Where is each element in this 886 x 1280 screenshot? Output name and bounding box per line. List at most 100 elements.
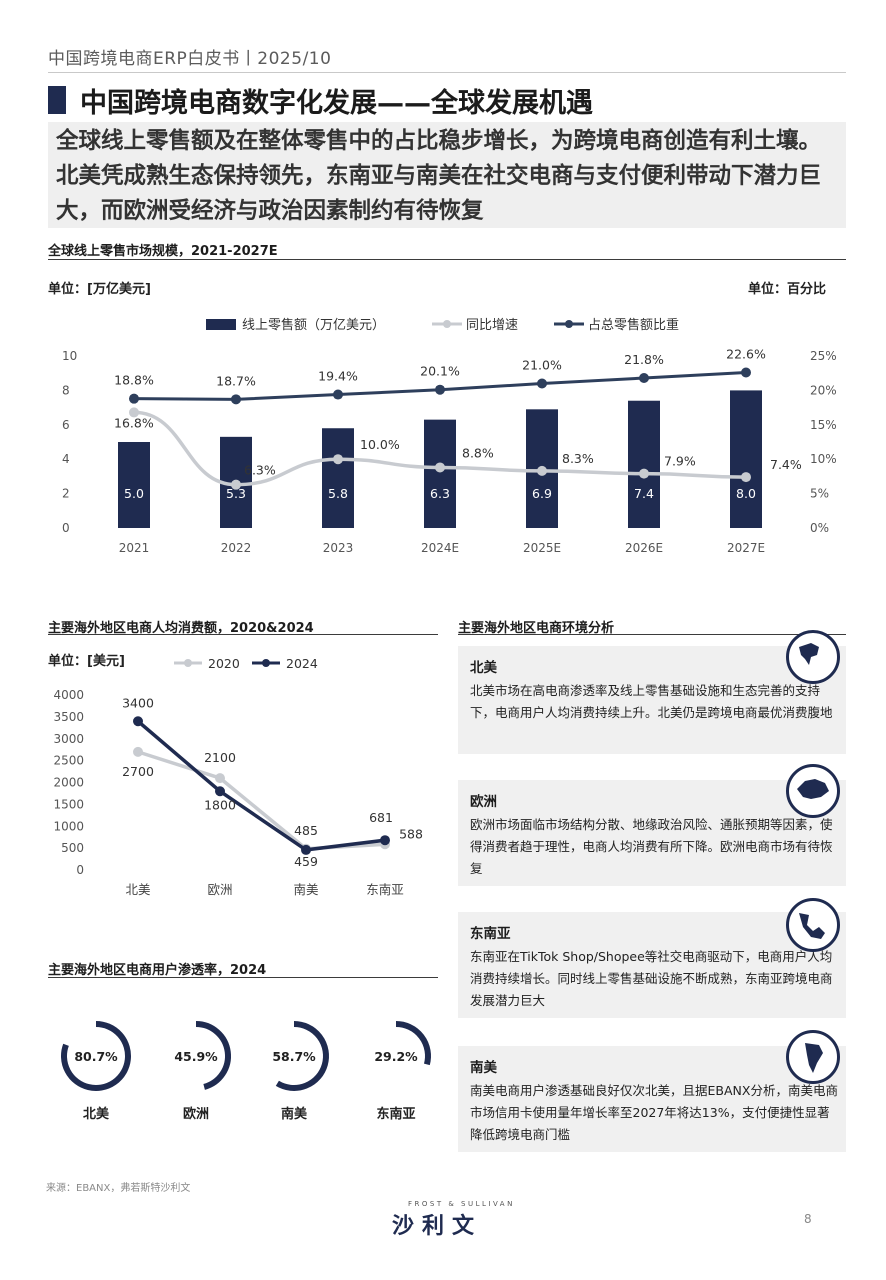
point-share xyxy=(231,394,241,405)
section-title: 中国跨境电商数字化发展——全球发展机遇 xyxy=(80,88,593,119)
point-share xyxy=(741,367,751,378)
bar-value-label: 5.0 xyxy=(124,486,144,501)
point-2024 xyxy=(380,835,390,846)
y-tick: 1000 xyxy=(53,819,84,833)
chart2-legend: 2020 2024 xyxy=(174,656,318,671)
frost-sullivan-logo: 沙利文 xyxy=(392,1214,483,1239)
bar-value-label: 6.9 xyxy=(532,486,552,501)
region-description: 北美市场在高电商渗透率及线上零售基础设施和生态完善的支持下，电商用户人均消费持续… xyxy=(470,683,833,720)
x-tick: 2022 xyxy=(221,541,252,555)
growth-label: 6.3% xyxy=(244,463,276,478)
y-right-tick: 15% xyxy=(810,418,837,432)
bar-retail xyxy=(424,419,456,528)
south-america-globe-icon xyxy=(786,1030,840,1084)
ring-value: 29.2% xyxy=(374,1049,418,1064)
point-2024 xyxy=(301,844,311,855)
y-right-tick: 0% xyxy=(810,521,829,535)
region-card-europe: 欧洲 欧洲市场面临市场结构分散、地缘政治风险、通胀预期等因素，使得消费者趋于理性… xyxy=(458,780,846,886)
report-header: 中国跨境电商ERP白皮书丨2025/10 xyxy=(48,49,332,69)
point-growth xyxy=(639,468,649,479)
region-name: 东南亚 xyxy=(470,926,511,942)
chart1-unit-right: 单位：百分比 xyxy=(748,282,827,297)
penetration-rings: 80.7% 北美 45.9% 欧洲 58.7% 南美 29.2% 东南亚 xyxy=(61,1021,431,1122)
point-share xyxy=(333,389,343,400)
legend-label: 线上零售额（万亿美元） xyxy=(242,317,385,333)
y-left-tick: 6 xyxy=(62,418,70,432)
x-tick: 欧洲 xyxy=(207,882,232,897)
section-accent-bar xyxy=(48,86,66,114)
online-retail-chart: 线上零售额（万亿美元） 同比增速 占总零售额比重 0 2 4 6 8 10 0% 5% 10% 15%… xyxy=(62,317,837,555)
point-growth xyxy=(435,462,445,473)
chart1-legend: 线上零售额（万亿美元） 同比增速 占总零售额比重 xyxy=(206,317,679,333)
ring-region: 北美 xyxy=(83,1106,110,1122)
point-growth xyxy=(129,407,139,418)
label-2020: 2700 xyxy=(122,764,154,779)
chart2-unit: 单位：[美元] xyxy=(48,654,125,669)
share-label: 18.8% xyxy=(114,373,154,388)
y-right-tick: 25% xyxy=(810,349,837,363)
growth-label: 10.0% xyxy=(360,437,400,452)
y-tick: 3000 xyxy=(53,732,84,746)
y-tick: 1500 xyxy=(53,797,84,811)
point-2020 xyxy=(215,773,225,784)
y-left-tick: 10 xyxy=(62,349,77,363)
chart2-rule xyxy=(48,634,438,635)
bar-retail xyxy=(730,390,762,528)
y-left-tick: 0 xyxy=(62,521,70,535)
growth-label: 8.8% xyxy=(462,445,494,460)
y-left-tick: 8 xyxy=(62,383,70,397)
analysis-rule xyxy=(458,634,846,635)
summary-box xyxy=(48,122,846,228)
region-name: 欧洲 xyxy=(470,794,497,810)
label-2024: 459 xyxy=(294,854,318,869)
x-tick: 2026E xyxy=(625,541,663,555)
point-2020 xyxy=(133,746,143,757)
analysis-subtitle: 主要海外地区电商环境分析 xyxy=(458,621,615,636)
share-label: 18.7% xyxy=(216,373,256,388)
x-tick: 北美 xyxy=(125,882,150,897)
ring-arc xyxy=(61,1021,131,1091)
y-left-tick: 4 xyxy=(62,452,70,466)
bar-value-label: 8.0 xyxy=(736,486,756,501)
region-name: 南美 xyxy=(470,1060,497,1076)
y-tick: 2500 xyxy=(53,754,84,768)
growth-label: 16.8% xyxy=(114,415,154,430)
bar-value-label: 5.3 xyxy=(226,486,246,501)
ring-region: 南美 xyxy=(281,1106,308,1122)
x-tick: 南美 xyxy=(293,882,318,897)
ring-value: 58.7% xyxy=(272,1049,316,1064)
share-label: 21.8% xyxy=(624,352,664,367)
region-card-southeast-asia: 东南亚 东南亚在TikTok Shop/Shopee等社交电商驱动下，电商用户人… xyxy=(458,912,846,1018)
y-tick: 0 xyxy=(76,863,84,877)
bar-value-label: 7.4 xyxy=(634,486,654,501)
y-tick: 2000 xyxy=(53,776,84,790)
summary-text: 全球线上零售额及在整体零售中的占比稳步增长，为跨境电商创造有利土壤。北美凭成熟生… xyxy=(56,128,822,224)
region-description: 南美电商用户渗透基础良好仅次北美，且据EBANX分析，南美电商市场信用卡使用量年… xyxy=(470,1083,838,1142)
point-growth xyxy=(333,454,343,465)
bar-value-label: 6.3 xyxy=(430,486,450,501)
north-america-globe-icon xyxy=(786,630,840,684)
point-2024 xyxy=(215,786,225,797)
bar-retail xyxy=(322,428,354,528)
label-2020: 2100 xyxy=(204,750,236,765)
logo-caption: FROST & SULLIVAN xyxy=(408,1200,515,1208)
label-2024: 681 xyxy=(369,810,393,825)
share-label: 20.1% xyxy=(420,364,460,379)
bar-value-label: 5.8 xyxy=(328,486,348,501)
chart3-rule xyxy=(48,977,438,978)
region-card-south-america: 南美 南美电商用户渗透基础良好仅次北美，且据EBANX分析，南美电商市场信用卡使… xyxy=(458,1046,846,1152)
y-right-tick: 5% xyxy=(810,487,829,501)
ring-region: 东南亚 xyxy=(376,1106,415,1122)
chart3-subtitle: 主要海外地区电商用户渗透率，2024 xyxy=(48,963,267,978)
region-description: 东南亚在TikTok Shop/Shopee等社交电商驱动下，电商用户人均消费持… xyxy=(470,949,833,1008)
x-tick: 2025E xyxy=(523,541,561,555)
ring-region: 欧洲 xyxy=(183,1106,209,1122)
point-growth xyxy=(231,479,241,490)
y-right-tick: 20% xyxy=(810,383,837,397)
chart1-subtitle: 全球线上零售市场规模，2021-2027E xyxy=(48,244,278,259)
label-2024: 3400 xyxy=(122,695,154,710)
chart2-subtitle: 主要海外地区电商人均消费额，2020&2024 xyxy=(48,621,314,636)
share-label: 19.4% xyxy=(318,369,358,384)
region-name: 北美 xyxy=(470,660,497,676)
per-capita-spend-chart: 2020 2024 0 500 1000 1500 2000 2500 3000 3500 400… xyxy=(53,656,423,897)
